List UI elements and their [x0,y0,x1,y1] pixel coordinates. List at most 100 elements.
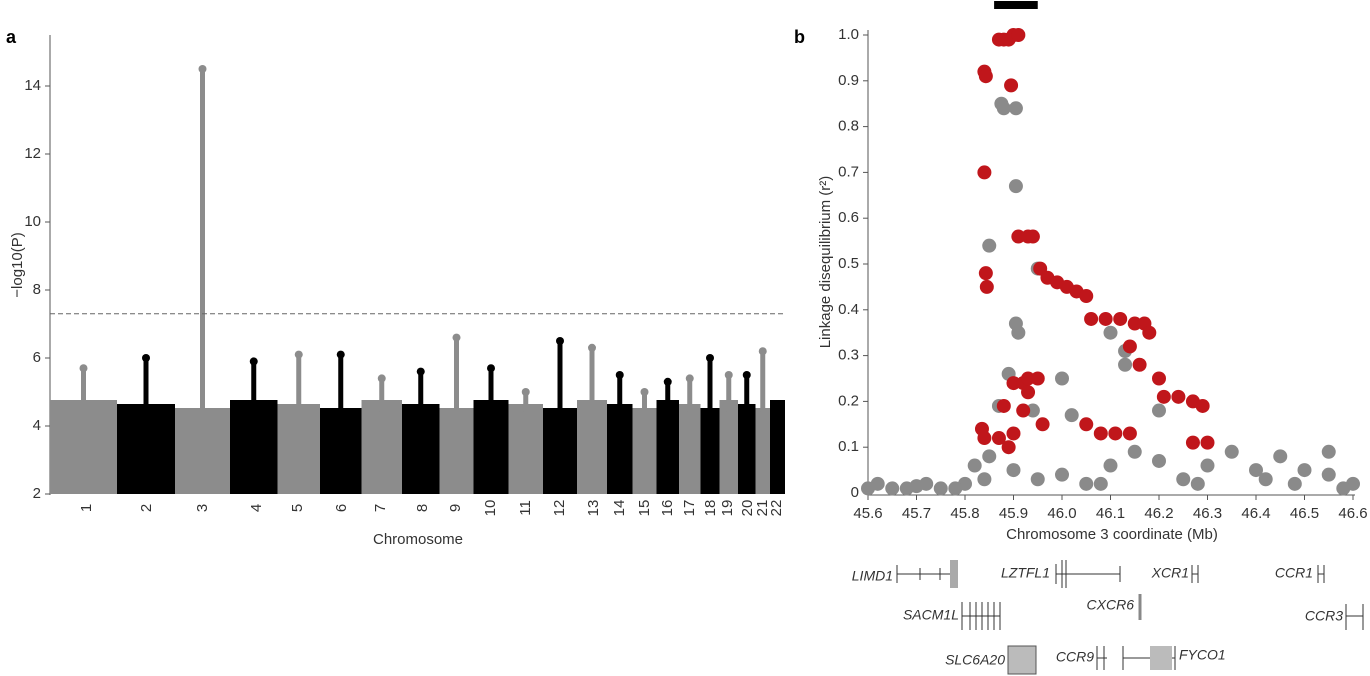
x-tick-label: 5 [289,504,306,512]
ld-point [1035,417,1050,432]
gene-label: LZTFL1 [1001,565,1050,581]
ld-point [1321,444,1336,459]
ld-point [1004,78,1019,93]
gene-glyph [961,602,1001,630]
gene-glyph [1096,646,1107,670]
ld-point [1108,426,1123,441]
x-tick-label: 2 [138,504,155,512]
ld-point [1321,467,1336,482]
panel-label: b [794,27,805,47]
chromosome-body [439,408,474,494]
y-tick-label: 14 [24,77,41,94]
gene-track [896,560,1364,675]
x-tick-label: 19 [719,500,736,517]
ld-point [899,481,914,496]
ld-point [948,481,963,496]
ld-point [933,481,948,496]
x-tick-label: 4 [248,504,265,512]
ld-point [885,481,900,496]
y-tick-label: 8 [33,281,41,298]
ld-point [1064,408,1079,423]
peak-point [706,354,714,362]
x-tick-label: 11 [517,500,534,516]
x-tick-label: 46.0 [1047,505,1076,522]
ld-point [991,431,1006,446]
ld-point [1093,426,1108,441]
x-tick-label: 45.8 [950,505,979,522]
x-tick-label: 7 [372,504,389,512]
ld-point [1297,463,1312,478]
peak-point [142,354,150,362]
peak-point [521,388,530,396]
ld-point [1336,481,1351,496]
y-tick-label: 1.0 [838,26,859,43]
x-axis-label: Chromosome [373,531,463,548]
peak-point [416,367,425,376]
gene-label: CCR1 [1275,565,1313,581]
gene-label: XCR1 [1151,565,1189,581]
ld-point [1079,476,1094,491]
ld-point [1273,449,1288,464]
peak-point [685,374,694,383]
y-axis-label: −log10(P) [9,232,26,297]
gene-glyph [1007,645,1037,675]
ld-point [1025,403,1040,418]
x-tick-label: 18 [702,500,719,517]
ld-point [1122,426,1137,441]
gene-label: FYCO1 [1179,647,1226,663]
gene-label: LIMD1 [852,568,893,584]
ld-point [1287,476,1302,491]
peak-point [724,371,733,379]
ld-point [1113,311,1128,326]
ld-point [977,472,992,487]
gene-glyph [1345,604,1364,630]
ld-point [870,476,885,491]
x-tick-label: 17 [681,500,698,517]
gene-glyph [1317,565,1325,583]
ld-point [1030,371,1045,386]
peak-point [198,65,207,73]
chromosome-body [543,408,577,494]
ld-point [1127,316,1142,331]
ld-point [1185,435,1200,450]
peak-point [663,377,672,386]
ld-point [1079,417,1094,432]
ld-point [1079,289,1094,304]
x-tick-label: 13 [585,500,602,517]
gene-glyph [896,560,958,588]
ld-point [1103,458,1118,473]
ld-point [1152,403,1166,418]
chromosome-body [719,400,738,494]
ld-point [1025,229,1040,244]
x-tick-label: 45.6 [853,505,882,522]
chromosome-body [656,400,679,494]
ld-point [1171,389,1186,404]
x-tick-label: 8 [414,504,431,512]
peak-point [556,337,564,345]
ld-point [1021,371,1036,386]
gene-glyph [1191,565,1199,583]
ld-point [1103,325,1118,340]
chromosome-body [277,404,320,494]
chromosome-body [473,400,509,494]
y-tick-label: 0.1 [838,438,859,455]
ld-point [919,476,934,491]
peak-point [615,371,624,379]
ld-point [1021,385,1036,400]
y-tick-label: 6 [33,349,41,366]
y-tick-label: 12 [24,145,41,162]
chromosome-body [755,408,770,494]
ld-point [1122,339,1137,354]
ld-point [996,101,1011,116]
ld-point [1008,179,1023,194]
ld-point [1152,453,1166,468]
gene-glyph [1150,646,1172,670]
gene-glyph [1055,560,1121,588]
ld-point [1093,476,1108,491]
peak-point [742,371,751,379]
ld-point [1127,444,1142,459]
panel-label: a [6,27,17,47]
chromosome-body [508,404,543,494]
chromosome-body [320,408,362,494]
